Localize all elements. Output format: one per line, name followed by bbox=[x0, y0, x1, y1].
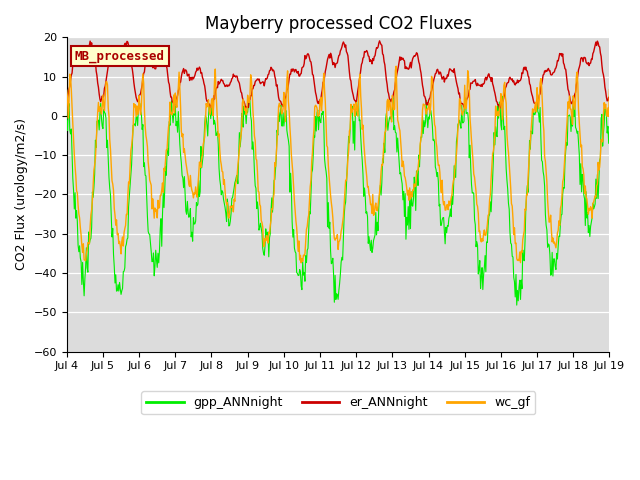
Legend: gpp_ANNnight, er_ANNnight, wc_gf: gpp_ANNnight, er_ANNnight, wc_gf bbox=[141, 391, 535, 414]
Title: Mayberry processed CO2 Fluxes: Mayberry processed CO2 Fluxes bbox=[205, 15, 472, 33]
Y-axis label: CO2 Flux (urology/m2/s): CO2 Flux (urology/m2/s) bbox=[15, 119, 28, 270]
Text: MB_processed: MB_processed bbox=[75, 49, 165, 63]
